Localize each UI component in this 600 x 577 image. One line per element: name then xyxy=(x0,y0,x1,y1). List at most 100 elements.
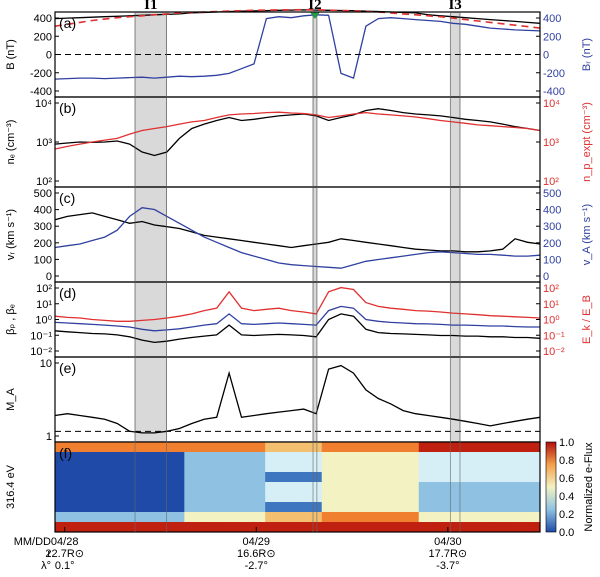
heatmap-cell xyxy=(451,452,460,463)
heatmap-cell xyxy=(394,442,404,453)
heatmap-cell xyxy=(249,522,258,533)
heatmap-cell xyxy=(313,512,323,523)
heatmap-cell xyxy=(200,522,210,533)
heatmap-cell xyxy=(216,492,226,503)
heatmap-cell xyxy=(378,502,387,513)
heatmap-cell xyxy=(443,462,452,473)
colorbar-tick-label: 0.6 xyxy=(559,473,574,485)
heatmap-cell xyxy=(483,442,492,453)
heatmap-cell xyxy=(378,512,387,523)
heatmap-cell xyxy=(346,482,355,493)
heatmap-cell xyxy=(55,442,64,453)
heatmap-cell xyxy=(410,502,420,513)
heatmap-cell xyxy=(491,512,501,523)
heatmap-cell xyxy=(216,512,226,523)
heatmap-cell xyxy=(176,522,185,533)
heatmap-cell xyxy=(135,472,145,483)
heatmap-cell xyxy=(329,452,339,463)
heatmap-cell xyxy=(95,452,104,463)
panel-label-f: (f) xyxy=(59,445,72,461)
heatmap-cell xyxy=(459,442,468,453)
colorbar-tick-label: 1.0 xyxy=(559,437,574,449)
heatmap-cell xyxy=(127,472,137,483)
heatmap-cell xyxy=(418,472,428,483)
heatmap-cell xyxy=(523,442,533,453)
heatmap-cell xyxy=(337,482,347,493)
heatmap-cell xyxy=(507,502,517,513)
y-tick-label-left: 10 xyxy=(40,358,52,370)
interval-label-i1: I1 xyxy=(144,0,157,13)
heatmap-cell xyxy=(402,522,412,533)
y-axis-label-left: B (nT) xyxy=(5,39,17,70)
heatmap-cell xyxy=(168,452,177,463)
heatmap-cell xyxy=(297,522,307,533)
heatmap-cell xyxy=(354,522,363,533)
heatmap-cell xyxy=(499,482,509,493)
heatmap-cell xyxy=(224,512,234,523)
heatmap-cell xyxy=(216,452,226,463)
heatmap-cell xyxy=(55,492,64,503)
y-tick-label-right: 200 xyxy=(543,31,561,43)
y-tick-label-left: 0 xyxy=(46,271,52,283)
colorbar-tick-label: 0.0 xyxy=(559,527,574,539)
heatmap-cell xyxy=(184,512,193,523)
heatmap-cell xyxy=(119,462,129,473)
heatmap-cell xyxy=(95,472,104,483)
series-line-a-1 xyxy=(54,14,541,80)
heatmap-cell xyxy=(491,522,501,533)
y-tick-label-right: 300 xyxy=(543,221,561,233)
y-tick-label-right: 0 xyxy=(543,271,549,283)
heatmap-cell xyxy=(507,442,517,453)
heatmap-cell xyxy=(499,512,509,523)
series-line-d-1 xyxy=(54,313,541,344)
heatmap-cell xyxy=(200,482,210,493)
y-tick-label-right: 100 xyxy=(543,254,561,266)
time-axis-radius: 16.6R⊙ xyxy=(237,548,276,560)
time-axis-radius: 17.7R⊙ xyxy=(429,548,468,560)
heatmap-cell xyxy=(354,512,363,523)
heatmap-cell xyxy=(281,472,290,483)
heatmap-cell xyxy=(257,462,266,473)
heatmap-cell xyxy=(152,472,161,483)
heatmap-cell xyxy=(168,462,177,473)
y-axis-label-left: 316.4 eV xyxy=(5,464,17,509)
heatmap-cell xyxy=(184,452,193,463)
heatmap-cell xyxy=(152,522,161,533)
heatmap-cell xyxy=(467,522,476,533)
heatmap-cell xyxy=(394,462,404,473)
panel-frame-f xyxy=(54,441,541,533)
heatmap-cell xyxy=(475,502,484,513)
heatmap-cell xyxy=(378,472,387,483)
y-axis-label-right: E_k / E_B xyxy=(581,295,593,344)
heatmap-cell xyxy=(370,482,379,493)
heatmap-cell xyxy=(321,452,331,463)
heatmap-cell xyxy=(71,492,80,503)
y-tick-label-right: 400 xyxy=(543,205,561,217)
y-tick-label-left: 200 xyxy=(34,238,52,250)
heatmap-cell xyxy=(507,512,517,523)
heatmap-cell xyxy=(265,502,274,513)
heatmap-cell xyxy=(79,462,88,473)
time-axis-date: 04/29 xyxy=(243,536,271,548)
heatmap-cell xyxy=(434,452,444,463)
heatmap-cell xyxy=(426,472,436,483)
panel-frame-b xyxy=(54,96,541,188)
heatmap-cell xyxy=(257,522,266,533)
heatmap-cell xyxy=(232,472,242,483)
heatmap-cell xyxy=(208,472,218,483)
heatmap-cell xyxy=(467,472,476,483)
colorbar-tick-label: 0.2 xyxy=(559,509,574,521)
heatmap-cell xyxy=(321,472,331,483)
series-line-d-2 xyxy=(54,305,540,332)
heatmap-cell xyxy=(410,462,420,473)
y-tick-label-right: 500 xyxy=(543,188,561,200)
heatmap-cell xyxy=(394,522,404,533)
heatmap-cell xyxy=(55,512,64,523)
heatmap-cell xyxy=(313,472,323,483)
heatmap-cell xyxy=(95,522,104,533)
heatmap-cell xyxy=(63,492,72,503)
heatmap-cell xyxy=(378,522,387,533)
heatmap-cell xyxy=(305,492,315,503)
heatmap-cell xyxy=(297,482,307,493)
heatmap-cell xyxy=(434,462,444,473)
